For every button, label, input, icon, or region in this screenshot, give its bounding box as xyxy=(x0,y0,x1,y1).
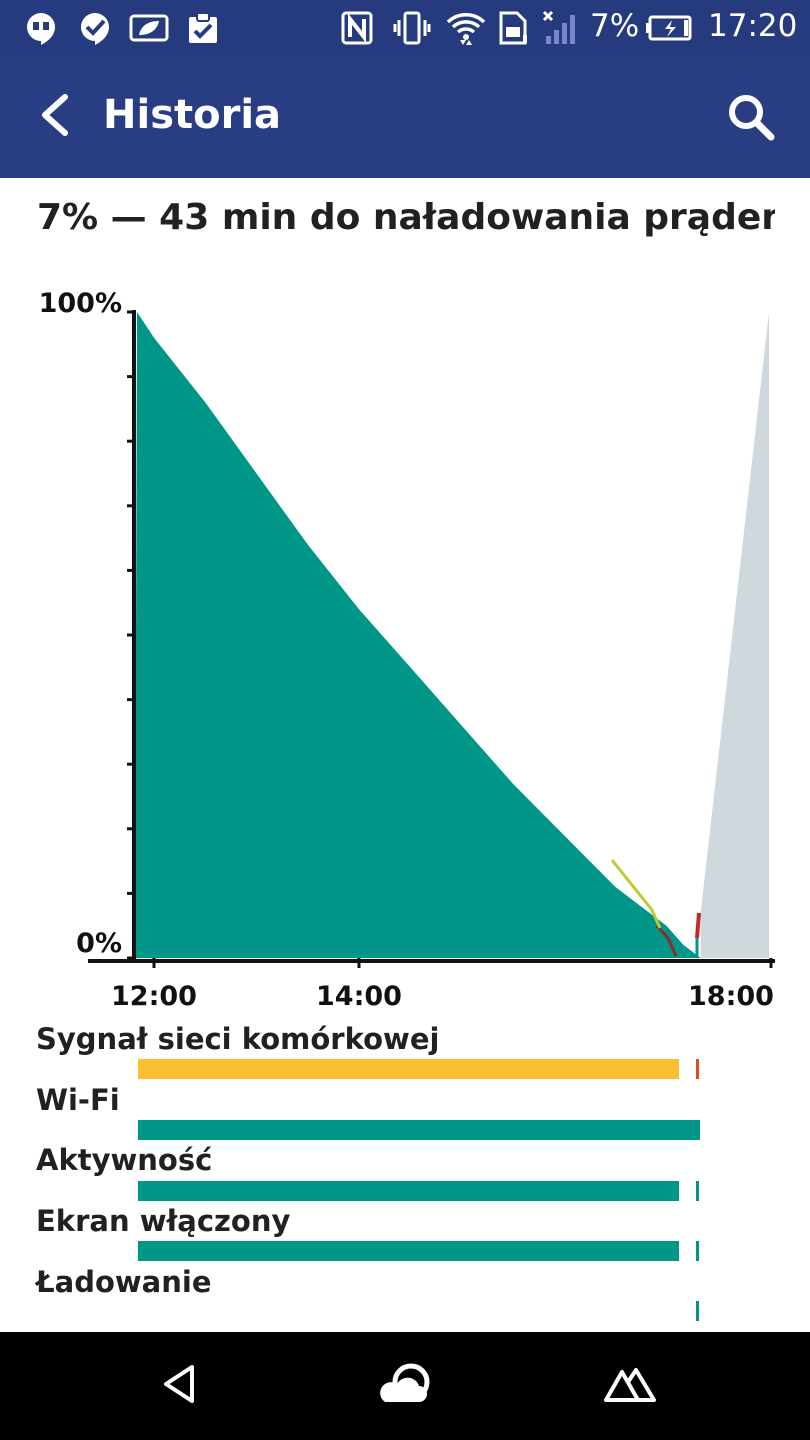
nav-home-icon xyxy=(375,1362,435,1411)
screen-on-bar xyxy=(138,1241,679,1261)
cellular-signal-bar xyxy=(138,1059,679,1079)
tail-edge-yellow xyxy=(610,859,662,929)
screen-on-tick xyxy=(696,1241,699,1261)
activity-tick xyxy=(696,1181,699,1201)
arrow-back-icon xyxy=(37,93,71,142)
row-label-wifi: Wi-Fi xyxy=(36,1083,120,1117)
battery-level-area xyxy=(135,312,701,958)
charge-prediction-area xyxy=(700,312,769,958)
nav-recents-icon xyxy=(602,1364,658,1409)
app-bar: Historia xyxy=(0,56,810,178)
cellular-signal-tick xyxy=(696,1059,699,1079)
wifi-bar xyxy=(138,1120,700,1140)
clipboard-check-icon xyxy=(184,10,222,46)
row-label-cellular-signal: Sygnał sieci komórkowej xyxy=(36,1022,440,1056)
x-axis-label-1200: 12:00 xyxy=(111,981,197,1012)
check-message-icon xyxy=(76,10,114,46)
hangouts-icon xyxy=(22,10,60,46)
row-label-charging: Ładowanie xyxy=(36,1265,212,1299)
activity-bar xyxy=(138,1181,679,1201)
signal-icon xyxy=(540,10,580,46)
x-axis-label-1400: 14:00 xyxy=(316,981,402,1012)
status-bar: 7% 17:20 xyxy=(0,0,810,56)
charging-tick xyxy=(696,1301,699,1321)
nav-back-icon xyxy=(160,1363,200,1410)
row-label-screen-on: Ekran włączony xyxy=(36,1204,291,1238)
battery-percent: 7% xyxy=(590,8,640,44)
y-axis-label-bottom: 0% xyxy=(76,928,122,959)
nfc-icon xyxy=(338,10,376,46)
page-title: Historia xyxy=(103,92,282,138)
sim-icon xyxy=(496,10,530,46)
navigation-bar xyxy=(0,1332,810,1440)
unplug-marker xyxy=(695,912,701,939)
vibrate-icon xyxy=(392,10,432,46)
back-button[interactable] xyxy=(22,80,86,154)
nav-recents-button[interactable] xyxy=(590,1354,670,1418)
leaf-icon xyxy=(128,10,170,46)
nav-home-button[interactable] xyxy=(365,1354,445,1418)
x-axis-label-1800: 18:00 xyxy=(688,981,774,1012)
tail-edge-red xyxy=(655,924,678,957)
search-button[interactable] xyxy=(716,84,786,154)
nav-back-button[interactable] xyxy=(140,1354,220,1418)
search-icon xyxy=(726,92,776,147)
battery-summary-headline: 7% — 43 min do naładowania prądem z xyxy=(37,197,775,238)
status-time: 17:20 xyxy=(708,8,798,44)
battery-history-chart: 100% 0% 12:00 14:00 18:00 xyxy=(39,288,775,1012)
y-axis-label-top: 100% xyxy=(39,288,122,319)
wifi-icon xyxy=(446,10,486,46)
battery-charging-icon xyxy=(646,10,692,46)
row-label-activity: Aktywność xyxy=(36,1143,213,1177)
